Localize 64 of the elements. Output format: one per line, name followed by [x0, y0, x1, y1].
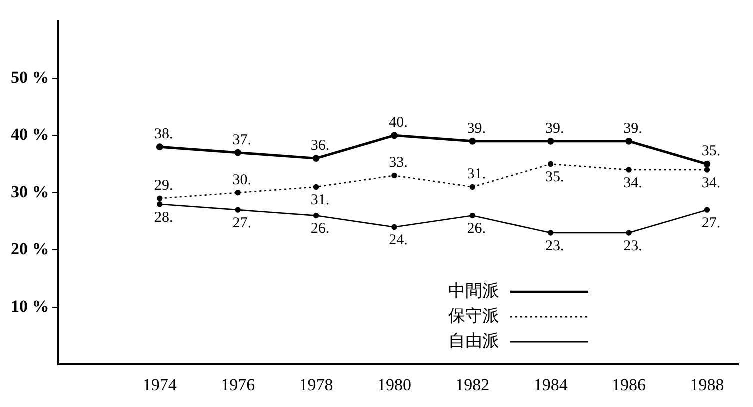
x-tick-label: 1980 [377, 375, 412, 394]
data-label: 38. [154, 126, 174, 143]
data-label: 33. [389, 155, 408, 172]
point [235, 207, 241, 213]
x-tick-label: 1976 [221, 375, 256, 394]
point [313, 212, 320, 219]
point [548, 161, 554, 168]
legend-label: 中間派 [448, 282, 500, 301]
data-label: 26. [467, 221, 486, 238]
point [704, 167, 710, 173]
x-tick-label: 1986 [612, 375, 646, 394]
y-tick-label: 40 % [11, 125, 50, 144]
data-label: 24. [389, 232, 408, 249]
data-label: 29. [154, 178, 174, 194]
point [391, 132, 398, 140]
y-tick-label: 50 % [11, 68, 50, 87]
data-label: 39. [467, 120, 486, 137]
data-label: 35. [545, 170, 564, 186]
point [392, 224, 398, 230]
point [234, 149, 242, 156]
data-label: 30. [232, 172, 252, 188]
y-tick-label: 30 % [11, 182, 50, 202]
data-label: 39. [545, 120, 564, 137]
data-label: 27. [232, 216, 252, 232]
point [156, 144, 164, 151]
data-label: 23. [545, 238, 564, 254]
point [626, 167, 632, 173]
data-label: 40. [389, 115, 408, 132]
legend-label: 保守派 [448, 306, 500, 326]
x-tick-label: 1978 [299, 375, 334, 394]
data-label: 31. [467, 166, 486, 183]
data-label: 26. [310, 221, 330, 238]
point [470, 184, 476, 190]
point [704, 160, 711, 168]
data-label: 23. [624, 238, 642, 254]
point [469, 138, 476, 145]
data-label: 35. [702, 144, 721, 160]
x-tick-label: 1988 [690, 375, 724, 394]
point [470, 212, 476, 219]
legend-label: 自由派 [448, 332, 500, 351]
point [157, 196, 163, 202]
data-label: 28. [154, 210, 174, 226]
x-tick-label: 1974 [142, 375, 178, 394]
point [313, 184, 320, 190]
point [626, 138, 632, 145]
data-label: 31. [310, 192, 330, 209]
point [704, 207, 710, 213]
data-label: 37. [232, 132, 252, 148]
point [626, 230, 632, 236]
point [235, 190, 241, 196]
y-tick-label: 20 % [11, 240, 50, 259]
point [312, 155, 320, 162]
point [547, 138, 554, 145]
data-label: 34. [624, 175, 642, 192]
data-label: 27. [702, 216, 721, 232]
data-label: 39. [624, 120, 642, 137]
data-label: 36. [310, 138, 330, 154]
data-label: 34. [702, 175, 721, 192]
y-tick-label: 10 % [11, 296, 50, 316]
point [157, 201, 163, 208]
x-tick-label: 1984 [534, 375, 568, 394]
x-tick-label: 1982 [456, 375, 490, 394]
point [392, 172, 398, 179]
point [548, 230, 554, 236]
